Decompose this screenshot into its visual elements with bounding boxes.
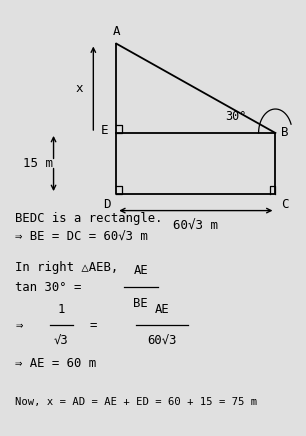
- Text: ⇒ BE = DC = 60√3 m: ⇒ BE = DC = 60√3 m: [15, 231, 148, 244]
- Text: tan 30° =: tan 30° =: [15, 280, 82, 293]
- Text: BEDC is a rectangle.: BEDC is a rectangle.: [15, 211, 163, 225]
- Text: ⇒ AE = 60 m: ⇒ AE = 60 m: [15, 357, 96, 370]
- Text: D: D: [103, 198, 111, 211]
- Text: =: =: [90, 319, 97, 332]
- Text: E: E: [101, 124, 109, 137]
- Text: x: x: [75, 82, 83, 95]
- Text: A: A: [113, 25, 120, 38]
- Text: Now, x = AD = AE + ED = 60 + 15 = 75 m: Now, x = AD = AE + ED = 60 + 15 = 75 m: [15, 397, 258, 407]
- Text: ⇒: ⇒: [15, 319, 23, 332]
- Text: C: C: [281, 198, 289, 211]
- Text: In right △AEB,: In right △AEB,: [15, 261, 118, 274]
- Text: AE: AE: [133, 265, 148, 277]
- Text: B: B: [281, 126, 289, 140]
- Text: AE: AE: [155, 303, 170, 316]
- Text: 60√3 m: 60√3 m: [173, 220, 218, 233]
- Text: 15 m: 15 m: [23, 157, 53, 170]
- Text: 60√3: 60√3: [147, 335, 177, 348]
- Text: BE: BE: [133, 296, 148, 310]
- Text: 1: 1: [58, 303, 65, 316]
- Text: √3: √3: [54, 335, 69, 348]
- Text: 30°: 30°: [225, 110, 246, 123]
